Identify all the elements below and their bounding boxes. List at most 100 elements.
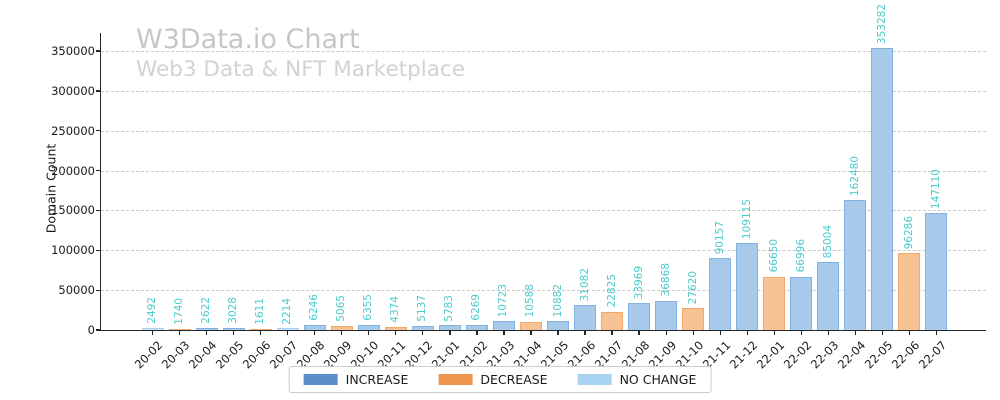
x-tick-mark <box>638 330 640 335</box>
x-tick-mark <box>800 330 802 335</box>
y-tick-label: 300000 <box>51 83 95 98</box>
x-tick-mark <box>827 330 829 335</box>
gridline <box>101 51 986 52</box>
x-tick-mark <box>232 330 235 335</box>
x-tick-mark <box>719 330 721 335</box>
bar-21-11 <box>709 258 732 330</box>
legend-item-no-change: NO CHANGE <box>577 372 696 387</box>
x-tick-label-22-01: 22-01 <box>753 338 788 372</box>
y-tick-label: 50000 <box>58 283 95 298</box>
x-tick-mark <box>692 330 694 335</box>
x-tick-mark <box>287 330 289 335</box>
y-tick-label: 250000 <box>51 123 95 138</box>
bar-21-06 <box>574 305 597 330</box>
bar-value-label: 1740 <box>173 297 186 325</box>
bar-value-label: 66650 <box>767 239 780 273</box>
bar-20-06 <box>249 328 272 330</box>
bar-value-label: 3028 <box>227 296 240 324</box>
bar-21-12 <box>736 243 759 330</box>
bar-22-04 <box>844 200 867 330</box>
chart-subtitle: Web3 Data & NFT Marketplace <box>136 57 465 82</box>
bar-value-label: 31082 <box>578 267 591 302</box>
bar-value-label: 5137 <box>416 295 429 322</box>
x-tick-mark <box>881 330 884 335</box>
x-tick-mark <box>584 330 586 335</box>
x-tick-mark <box>746 330 748 335</box>
x-tick-mark <box>935 330 938 335</box>
x-tick-mark <box>395 330 397 335</box>
y-axis-label: Domain Count <box>43 143 59 234</box>
bar-20-08 <box>303 325 326 330</box>
bar-21-01 <box>438 325 461 330</box>
y-tick-label: 100000 <box>51 243 95 258</box>
x-tick-label-22-07: 22-07 <box>915 338 950 372</box>
x-tick-mark <box>611 330 613 335</box>
x-tick-mark <box>205 330 208 335</box>
bar-22-06 <box>898 253 921 330</box>
gridline <box>101 290 986 292</box>
bar-20-11 <box>384 326 407 330</box>
gridline <box>101 210 986 212</box>
bar-value-label: 6269 <box>470 294 483 322</box>
x-tick-mark <box>908 330 911 335</box>
bar-value-label: 22825 <box>605 274 618 308</box>
x-tick-label-21-12: 21-12 <box>726 338 761 372</box>
legend-label: DECREASE <box>480 372 548 387</box>
x-tick-mark <box>530 330 532 335</box>
x-tick-label-22-06: 22-06 <box>888 338 923 372</box>
y-tick-mark <box>95 329 101 331</box>
bar-value-label: 5783 <box>443 294 456 322</box>
bar-20-12 <box>411 325 434 330</box>
bar-value-label: 5065 <box>335 295 348 322</box>
bar-value-label: 1611 <box>254 297 267 325</box>
y-tick-mark <box>95 289 101 291</box>
y-tick-mark <box>95 90 101 92</box>
legend-item-decrease: DECREASE <box>438 372 548 387</box>
bar-20-09 <box>330 325 353 330</box>
bar-value-label: 85004 <box>821 224 834 259</box>
x-tick-mark <box>151 330 154 335</box>
x-tick-label-20-03: 20-03 <box>158 338 193 372</box>
x-tick-mark <box>557 330 559 335</box>
bar-value-label: 6355 <box>362 294 375 321</box>
bar-value-label: 10882 <box>551 283 564 318</box>
bar-21-05 <box>547 321 570 330</box>
legend-swatch-icon <box>577 374 612 385</box>
legend-item-increase: INCREASE <box>303 372 409 387</box>
x-tick-mark <box>773 330 775 335</box>
gridline <box>101 170 986 172</box>
gridline <box>101 130 986 132</box>
x-tick-mark <box>422 330 424 335</box>
bar-value-label: 2214 <box>281 297 294 325</box>
bar-value-label: 147110 <box>929 168 942 209</box>
bar-value-label: 90157 <box>713 220 726 255</box>
x-tick-mark <box>260 330 262 335</box>
legend-swatch-icon <box>438 374 473 385</box>
x-tick-label-22-04: 22-04 <box>834 338 869 372</box>
x-tick-label-22-05: 22-05 <box>861 338 896 372</box>
bar-20-03 <box>168 328 191 330</box>
gridline <box>101 90 986 92</box>
x-tick-mark <box>449 330 451 335</box>
bar-value-label: 6246 <box>308 294 321 322</box>
bar-value-label: 33969 <box>632 265 645 299</box>
x-tick-label-20-04: 20-04 <box>185 338 220 372</box>
bar-21-03 <box>492 321 515 330</box>
bar-22-05 <box>871 48 894 330</box>
y-tick-mark <box>95 50 101 52</box>
bar-20-02 <box>141 328 164 330</box>
plot-area: W3Data.io Chart Web3 Data & NFT Marketpl… <box>51 4 986 372</box>
bar-21-08 <box>628 302 651 330</box>
bar-value-label: 96286 <box>902 215 915 250</box>
x-tick-mark <box>665 330 667 335</box>
bar-value-label: 109115 <box>740 198 753 240</box>
x-tick-mark <box>341 330 343 335</box>
bar-21-02 <box>465 325 488 330</box>
bar-value-label: 27620 <box>686 270 699 304</box>
bar-21-04 <box>519 321 542 330</box>
x-tick-label-22-03: 22-03 <box>807 338 842 372</box>
legend-label: INCREASE <box>345 372 409 387</box>
watermark: W3Data.io Chart Web3 Data & NFT Marketpl… <box>136 24 465 83</box>
bar-value-label: 4374 <box>389 295 402 323</box>
